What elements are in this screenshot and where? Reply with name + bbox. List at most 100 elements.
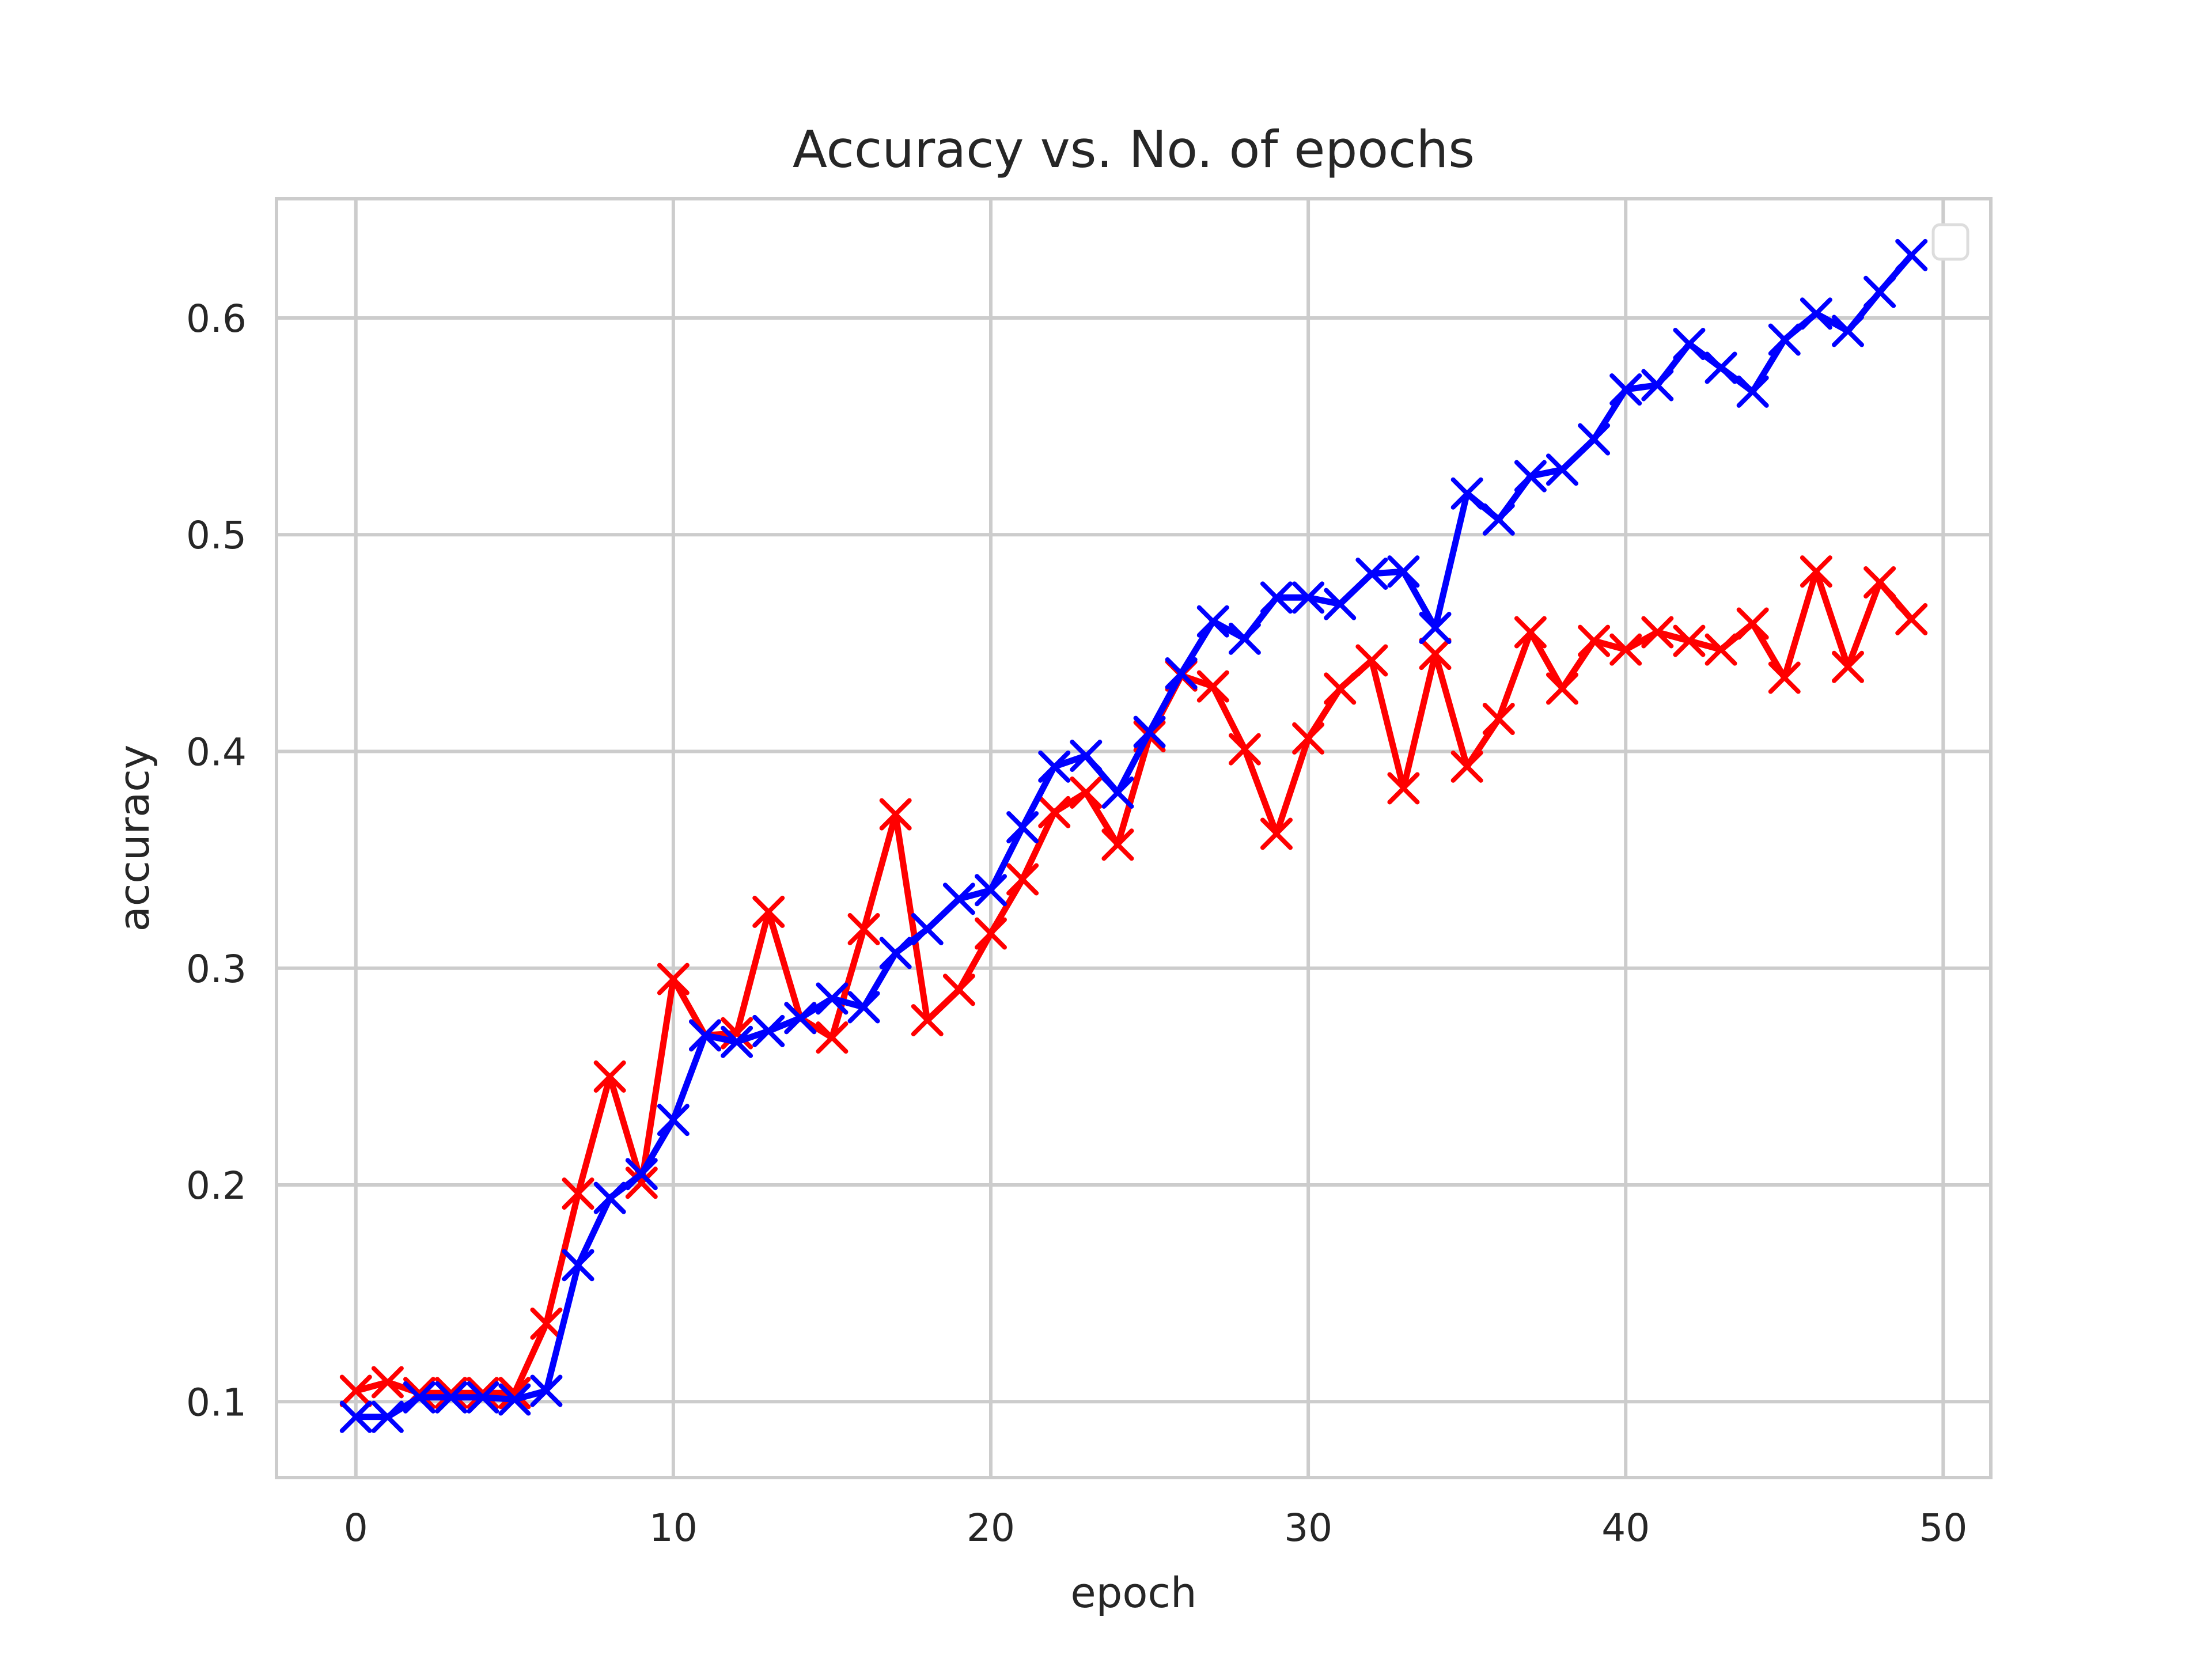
data-point-marker bbox=[1863, 566, 1896, 599]
data-point-marker bbox=[1196, 670, 1229, 703]
data-point-marker bbox=[1832, 315, 1864, 347]
data-point-marker bbox=[752, 895, 785, 928]
x-tick-label: 50 bbox=[1919, 1506, 1967, 1550]
data-point-marker bbox=[593, 1060, 626, 1093]
data-point-marker bbox=[1482, 703, 1515, 736]
data-point-marker bbox=[435, 1381, 468, 1414]
y-tick-label: 0.3 bbox=[186, 947, 247, 991]
data-point-marker bbox=[1514, 616, 1547, 649]
y-tick-label: 0.1 bbox=[186, 1380, 247, 1425]
data-point-marker bbox=[562, 1177, 594, 1210]
data-point-marker bbox=[1673, 328, 1706, 361]
data-point-marker bbox=[975, 874, 1007, 907]
data-point-marker bbox=[1165, 657, 1198, 690]
data-point-marker bbox=[403, 1381, 435, 1414]
data-point-marker bbox=[1292, 722, 1325, 755]
data-point-marker bbox=[1800, 297, 1832, 330]
x-tick-labels: 0 10 20 30 40 50 bbox=[344, 1506, 1968, 1550]
data-point-marker bbox=[1324, 672, 1357, 705]
data-point-marker bbox=[1006, 863, 1039, 896]
data-point-marker bbox=[1578, 423, 1611, 456]
data-point-marker bbox=[371, 1400, 404, 1433]
x-tick-label: 0 bbox=[344, 1506, 368, 1550]
x-tick-label: 40 bbox=[1601, 1506, 1650, 1550]
data-point-marker bbox=[498, 1383, 531, 1416]
data-point-marker bbox=[1387, 772, 1420, 805]
x-tick-label: 30 bbox=[1284, 1506, 1332, 1550]
data-point-marker bbox=[1133, 715, 1166, 748]
data-point-marker bbox=[847, 991, 880, 1024]
data-point-marker bbox=[625, 1166, 658, 1199]
y-axis-label: accuracy bbox=[110, 745, 158, 932]
data-point-marker bbox=[1070, 776, 1103, 809]
data-point-marker bbox=[1768, 661, 1801, 694]
y-tick-label: 0.6 bbox=[186, 297, 247, 341]
series-layer bbox=[339, 238, 1928, 1433]
data-point-marker bbox=[1832, 650, 1864, 683]
data-point-marker bbox=[1546, 672, 1578, 705]
data-point-marker bbox=[1260, 581, 1293, 614]
x-axis-label: epoch bbox=[1070, 1569, 1196, 1617]
data-point-marker bbox=[1070, 740, 1103, 772]
data-point-marker bbox=[625, 1158, 658, 1191]
data-point-marker bbox=[1038, 796, 1071, 828]
data-point-marker bbox=[942, 882, 975, 915]
grid-lines bbox=[276, 199, 1991, 1478]
data-point-marker bbox=[435, 1377, 468, 1410]
data-point-marker bbox=[1450, 750, 1483, 783]
y-tick-label: 0.4 bbox=[186, 730, 247, 774]
data-point-marker bbox=[911, 913, 944, 946]
data-point-marker bbox=[467, 1377, 499, 1410]
data-point-marker bbox=[530, 1374, 563, 1407]
data-point-marker bbox=[1736, 607, 1769, 640]
data-point-marker bbox=[752, 1014, 785, 1047]
data-point-marker bbox=[562, 1249, 594, 1282]
plot-area-frame bbox=[275, 197, 1993, 1479]
data-point-marker bbox=[1228, 622, 1261, 655]
data-point-marker bbox=[1863, 275, 1896, 308]
data-point-marker bbox=[1736, 375, 1769, 408]
data-point-marker bbox=[1355, 557, 1388, 590]
data-point-marker bbox=[1578, 624, 1611, 657]
data-point-marker bbox=[1609, 633, 1642, 666]
data-point-marker bbox=[1673, 624, 1706, 657]
series-1 bbox=[339, 555, 1928, 1410]
data-point-marker bbox=[1228, 733, 1261, 766]
data-point-marker bbox=[1514, 460, 1547, 493]
data-point-marker bbox=[816, 982, 849, 1015]
data-point-marker bbox=[1641, 616, 1674, 649]
data-point-marker bbox=[657, 1104, 690, 1137]
data-point-marker bbox=[1101, 828, 1134, 861]
data-point-marker bbox=[530, 1307, 563, 1340]
data-point-marker bbox=[975, 917, 1007, 950]
data-point-marker bbox=[879, 937, 912, 969]
data-point-marker bbox=[1895, 238, 1928, 271]
data-point-marker bbox=[1768, 323, 1801, 356]
data-point-marker bbox=[1292, 581, 1325, 614]
chart-title: Accuracy vs. No. of epochs bbox=[793, 120, 1475, 179]
y-tick-label: 0.2 bbox=[186, 1164, 247, 1208]
data-point-marker bbox=[1260, 817, 1293, 850]
y-tick-labels: 0.1 0.2 0.3 0.4 0.5 0.6 bbox=[186, 297, 247, 1425]
data-point-marker bbox=[879, 798, 912, 831]
data-point-marker bbox=[1101, 776, 1134, 809]
data-point-marker bbox=[816, 1021, 849, 1054]
y-tick-label: 0.5 bbox=[186, 513, 247, 558]
data-point-marker bbox=[847, 913, 880, 946]
data-point-marker bbox=[1419, 612, 1452, 645]
series-0 bbox=[339, 238, 1928, 1433]
x-tick-label: 10 bbox=[649, 1506, 698, 1550]
data-point-marker bbox=[1450, 477, 1483, 510]
data-point-marker bbox=[467, 1381, 499, 1414]
data-point-marker bbox=[784, 1002, 817, 1035]
data-point-marker bbox=[1800, 555, 1832, 588]
data-point-marker bbox=[942, 974, 975, 1006]
data-point-marker bbox=[1609, 373, 1642, 406]
data-point-marker bbox=[1006, 811, 1039, 844]
data-point-marker bbox=[1196, 605, 1229, 638]
data-point-marker bbox=[498, 1377, 531, 1410]
data-point-marker bbox=[1387, 555, 1420, 588]
data-point-marker bbox=[1482, 503, 1515, 536]
data-point-marker bbox=[721, 1025, 753, 1058]
